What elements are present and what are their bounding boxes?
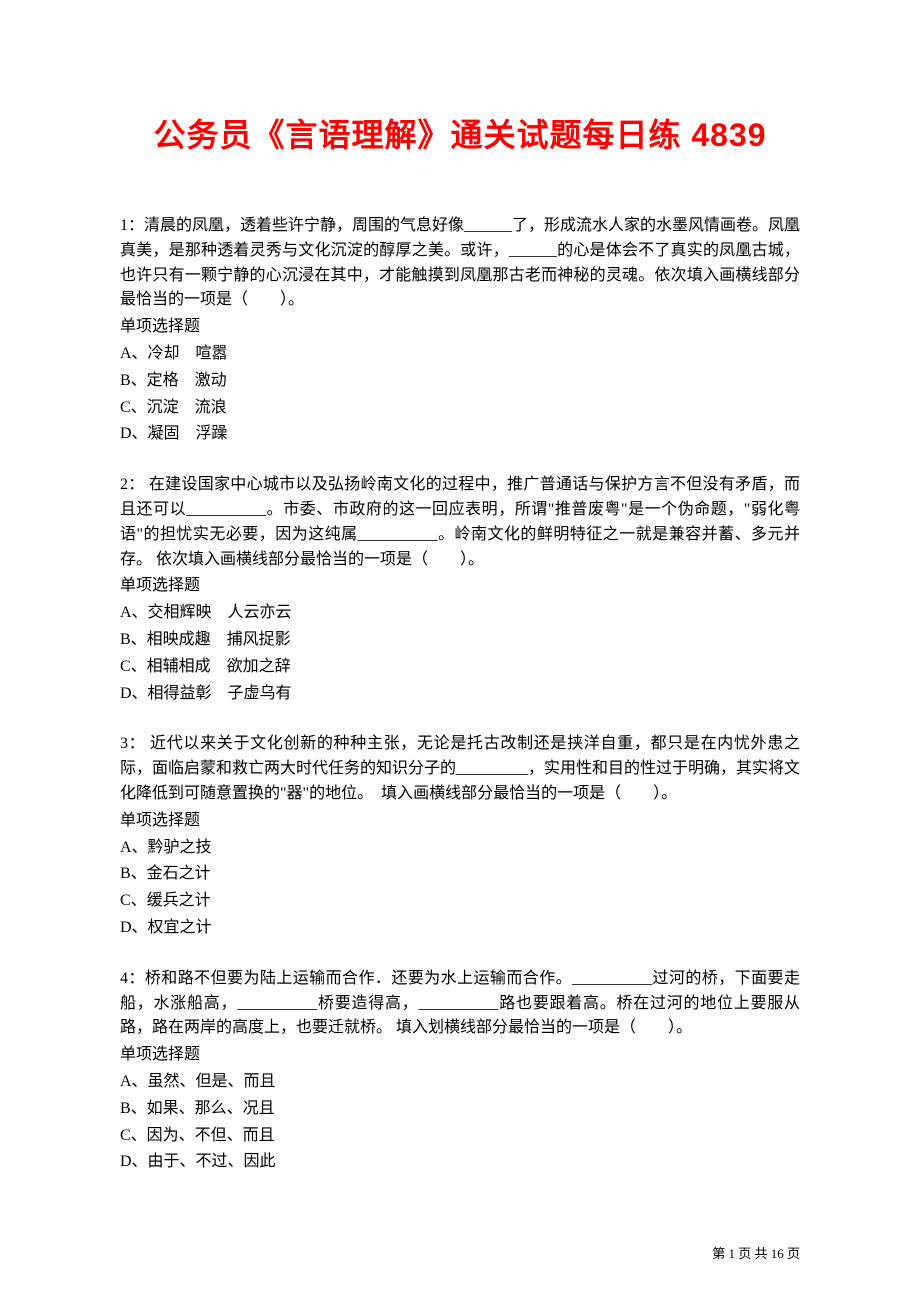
option-d: D、凝固 浮躁 (120, 422, 800, 447)
option-c: C、相辅相成 欲加之辞 (120, 655, 800, 680)
question-2: 2： 在建设国家中心城市以及弘扬岭南文化的过程中，推广普通话与保护方言不但没有矛… (120, 473, 800, 706)
question-stem: 2： 在建设国家中心城市以及弘扬岭南文化的过程中，推广普通话与保护方言不但没有矛… (120, 473, 800, 572)
option-a: A、冷却 喧嚣 (120, 342, 800, 367)
option-c: C、缓兵之计 (120, 889, 800, 914)
option-b: B、相映成趣 捕风捉影 (120, 628, 800, 653)
option-d: D、由于、不过、因此 (120, 1150, 800, 1175)
option-a: A、黔驴之技 (120, 836, 800, 861)
option-c: C、沉淀 流浪 (120, 396, 800, 421)
question-3: 3： 近代以来关于文化创新的种种主张，无论是托古改制还是挟洋自重，都只是在内忧外… (120, 732, 800, 940)
question-stem: 1：清晨的凤凰，透着些许宁静，周围的气息好像______了，形成流水人家的水墨风… (120, 214, 800, 313)
question-stem: 3： 近代以来关于文化创新的种种主张，无论是托古改制还是挟洋自重，都只是在内忧外… (120, 732, 800, 806)
document-page: 公务员《言语理解》通关试题每日练 4839 1：清晨的凤凰，透着些许宁静，周围的… (0, 0, 920, 1302)
page-footer: 第 1 页 共 16 页 (712, 1243, 800, 1262)
question-type: 单项选择题 (120, 1043, 800, 1068)
question-stem: 4：桥和路不但要为陆上运输而合作．还要为水上运输而合作。__________过河… (120, 967, 800, 1041)
option-a: A、交相辉映 人云亦云 (120, 601, 800, 626)
question-type: 单项选择题 (120, 809, 800, 834)
option-b: B、金石之计 (120, 862, 800, 887)
question-4: 4：桥和路不但要为陆上运输而合作．还要为水上运输而合作。__________过河… (120, 967, 800, 1175)
question-type: 单项选择题 (120, 315, 800, 340)
question-type: 单项选择题 (120, 574, 800, 599)
option-d: D、权宜之计 (120, 916, 800, 941)
option-b: B、定格 激动 (120, 369, 800, 394)
question-1: 1：清晨的凤凰，透着些许宁静，周围的气息好像______了，形成流水人家的水墨风… (120, 214, 800, 447)
option-b: B、如果、那么、况且 (120, 1097, 800, 1122)
document-title: 公务员《言语理解》通关试题每日练 4839 (120, 110, 800, 156)
option-d: D、相得益彰 子虚乌有 (120, 682, 800, 707)
option-a: A、虽然、但是、而且 (120, 1070, 800, 1095)
option-c: C、因为、不但、而且 (120, 1124, 800, 1149)
